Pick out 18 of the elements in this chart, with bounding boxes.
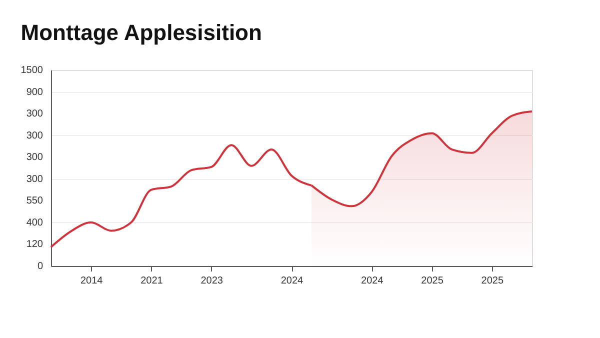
x-tick-label: 2023	[200, 276, 224, 286]
text: 300	[26, 174, 44, 185]
x-tick-label: 2014	[80, 276, 104, 286]
x-tick-label: 2024	[361, 276, 384, 286]
x-tick-label: 2025	[481, 276, 504, 286]
text: 550	[26, 196, 44, 207]
x-tick-label: 2025	[421, 276, 444, 286]
text: 1500	[20, 65, 44, 76]
text: 120	[26, 239, 44, 250]
text: 400	[26, 217, 44, 228]
text: 900	[26, 86, 44, 98]
text: 300	[26, 152, 44, 164]
chart-title: Monttage Applesisition	[20, 20, 262, 45]
x-tick-label: 2021	[140, 276, 164, 286]
x-tick-label: 2024	[280, 276, 304, 286]
text: 300	[26, 130, 44, 142]
text: 300	[26, 108, 44, 120]
text: 0	[37, 261, 44, 272]
